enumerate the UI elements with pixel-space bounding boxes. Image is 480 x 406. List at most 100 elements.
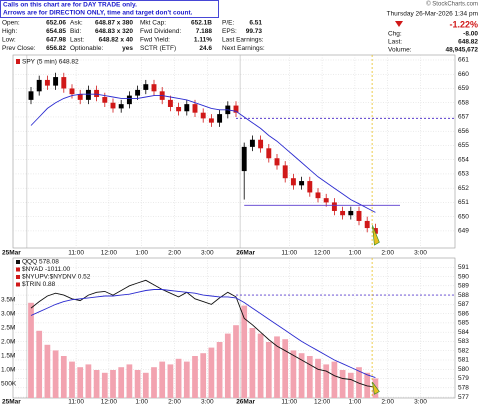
y-tick-label: 655 [458, 142, 469, 149]
volume-bar [159, 361, 166, 398]
volume-bar [101, 372, 108, 398]
y-tick-label: 661 [458, 57, 469, 64]
legend-icon [16, 59, 20, 64]
field-label: Prev Close: [2, 45, 36, 52]
candle-body [372, 228, 378, 234]
volume-bar [93, 370, 100, 398]
x-tick-label: 3:00 [201, 399, 214, 406]
y-tick-label: 584 [458, 329, 469, 336]
y-tick-label: 591 [458, 264, 469, 271]
line-series [30, 93, 376, 213]
legend-label: SPY (5 min) 648.82 [22, 59, 79, 66]
x-tick-label: 2:00 [381, 250, 394, 257]
field-value: 654.85 [46, 28, 66, 35]
x-tick-label: 25Mar [2, 250, 21, 257]
y-tick-label: 578 [458, 385, 469, 392]
volume-bar [224, 333, 231, 398]
down-arrow-icon [395, 21, 403, 27]
candle-body [208, 118, 214, 123]
volume-bar [110, 370, 116, 398]
volume-bar [28, 302, 34, 398]
volume-bar [175, 358, 182, 398]
candle-body [331, 202, 337, 211]
volume-bar [233, 325, 239, 398]
price-panel [12, 54, 456, 249]
candle-body [249, 139, 255, 147]
volume-bar [290, 350, 297, 398]
y-tick-label: 577 [458, 394, 469, 401]
field-value: 652.1B [191, 20, 212, 27]
candle-body [340, 210, 346, 216]
candle-body [135, 89, 141, 96]
field-value: 1.11% [194, 37, 212, 44]
volume-bar [118, 367, 125, 398]
volume-bar [167, 364, 174, 398]
legend-label: QQQ 578.08 [22, 259, 59, 266]
field-label: Ask: [70, 20, 83, 27]
volume-bar [265, 342, 272, 398]
stat-label: Volume: [388, 47, 412, 54]
field-value: 99.73 [246, 28, 263, 35]
field-label: Last: [70, 37, 84, 44]
x-tick-label: 26Mar [236, 250, 255, 257]
x-tick-label: 11:00 [281, 399, 297, 406]
volume-bar [282, 339, 289, 398]
field-label: P/E: [222, 20, 234, 27]
change-percent: -1.22% [449, 19, 478, 29]
candle-body [110, 102, 116, 109]
stat-value: 648.82 [458, 39, 478, 46]
x-tick-label: 12:00 [314, 399, 331, 406]
y-tick-label: 653 [458, 171, 469, 178]
candle-body [315, 192, 321, 199]
x-tick-label: 11:00 [68, 399, 84, 406]
field-value: 652.06 [46, 20, 66, 27]
volume-bar [44, 344, 51, 398]
field-value: 648.87 x 380 [95, 20, 133, 27]
stat-label: Last: [388, 39, 402, 46]
stat-value: -8.00 [463, 31, 478, 38]
candle-body [323, 198, 329, 203]
volume-bar [364, 372, 371, 398]
y-tick-label: 3.5M [1, 297, 15, 304]
candle-body [36, 79, 42, 92]
volume-bar [356, 367, 362, 398]
volume-bar [200, 353, 207, 398]
field-value: 656.82 [46, 45, 66, 52]
candle-body [28, 91, 34, 100]
field-label: EPS: [222, 28, 237, 35]
volume-bar [69, 361, 75, 398]
legend-icon [16, 282, 20, 287]
candle-body [176, 106, 182, 112]
x-tick-label: 1:00 [349, 399, 362, 406]
x-tick-label: 12:00 [101, 250, 118, 257]
y-tick-label: 583 [458, 338, 469, 345]
volume-bar [274, 336, 280, 398]
y-tick-label: 2.0M [1, 339, 15, 346]
x-tick-label: 12:00 [314, 250, 331, 257]
candle-body [53, 77, 59, 86]
field-label: Next Earnings: [222, 45, 265, 52]
volume-bar [208, 347, 215, 398]
volume-bar [331, 361, 338, 398]
candle-body [167, 99, 173, 107]
field-label: SCTR (ETF) [140, 45, 176, 52]
candle-body [233, 105, 239, 113]
candle-body [356, 210, 362, 221]
note: Calls on this chart are for DAY TRADE on… [3, 2, 137, 9]
y-tick-label: 657 [458, 114, 469, 121]
x-tick-label: 3:00 [414, 250, 427, 257]
candle-body [184, 104, 190, 112]
volume-bar [52, 350, 59, 398]
x-tick-label: 1:00 [135, 399, 148, 406]
x-tick-label: 3:00 [414, 399, 427, 406]
line-series [30, 279, 376, 388]
x-tick-label: 2:00 [168, 250, 181, 257]
candle-body [348, 210, 354, 216]
x-tick-label: 2:00 [168, 399, 181, 406]
legend-label: $NYUPV:$NYDNV 0.52 [22, 274, 91, 281]
y-tick-label: 585 [458, 320, 469, 327]
candle-body [290, 178, 296, 186]
y-tick-label: 586 [458, 310, 469, 317]
y-tick-label: 659 [458, 85, 469, 92]
